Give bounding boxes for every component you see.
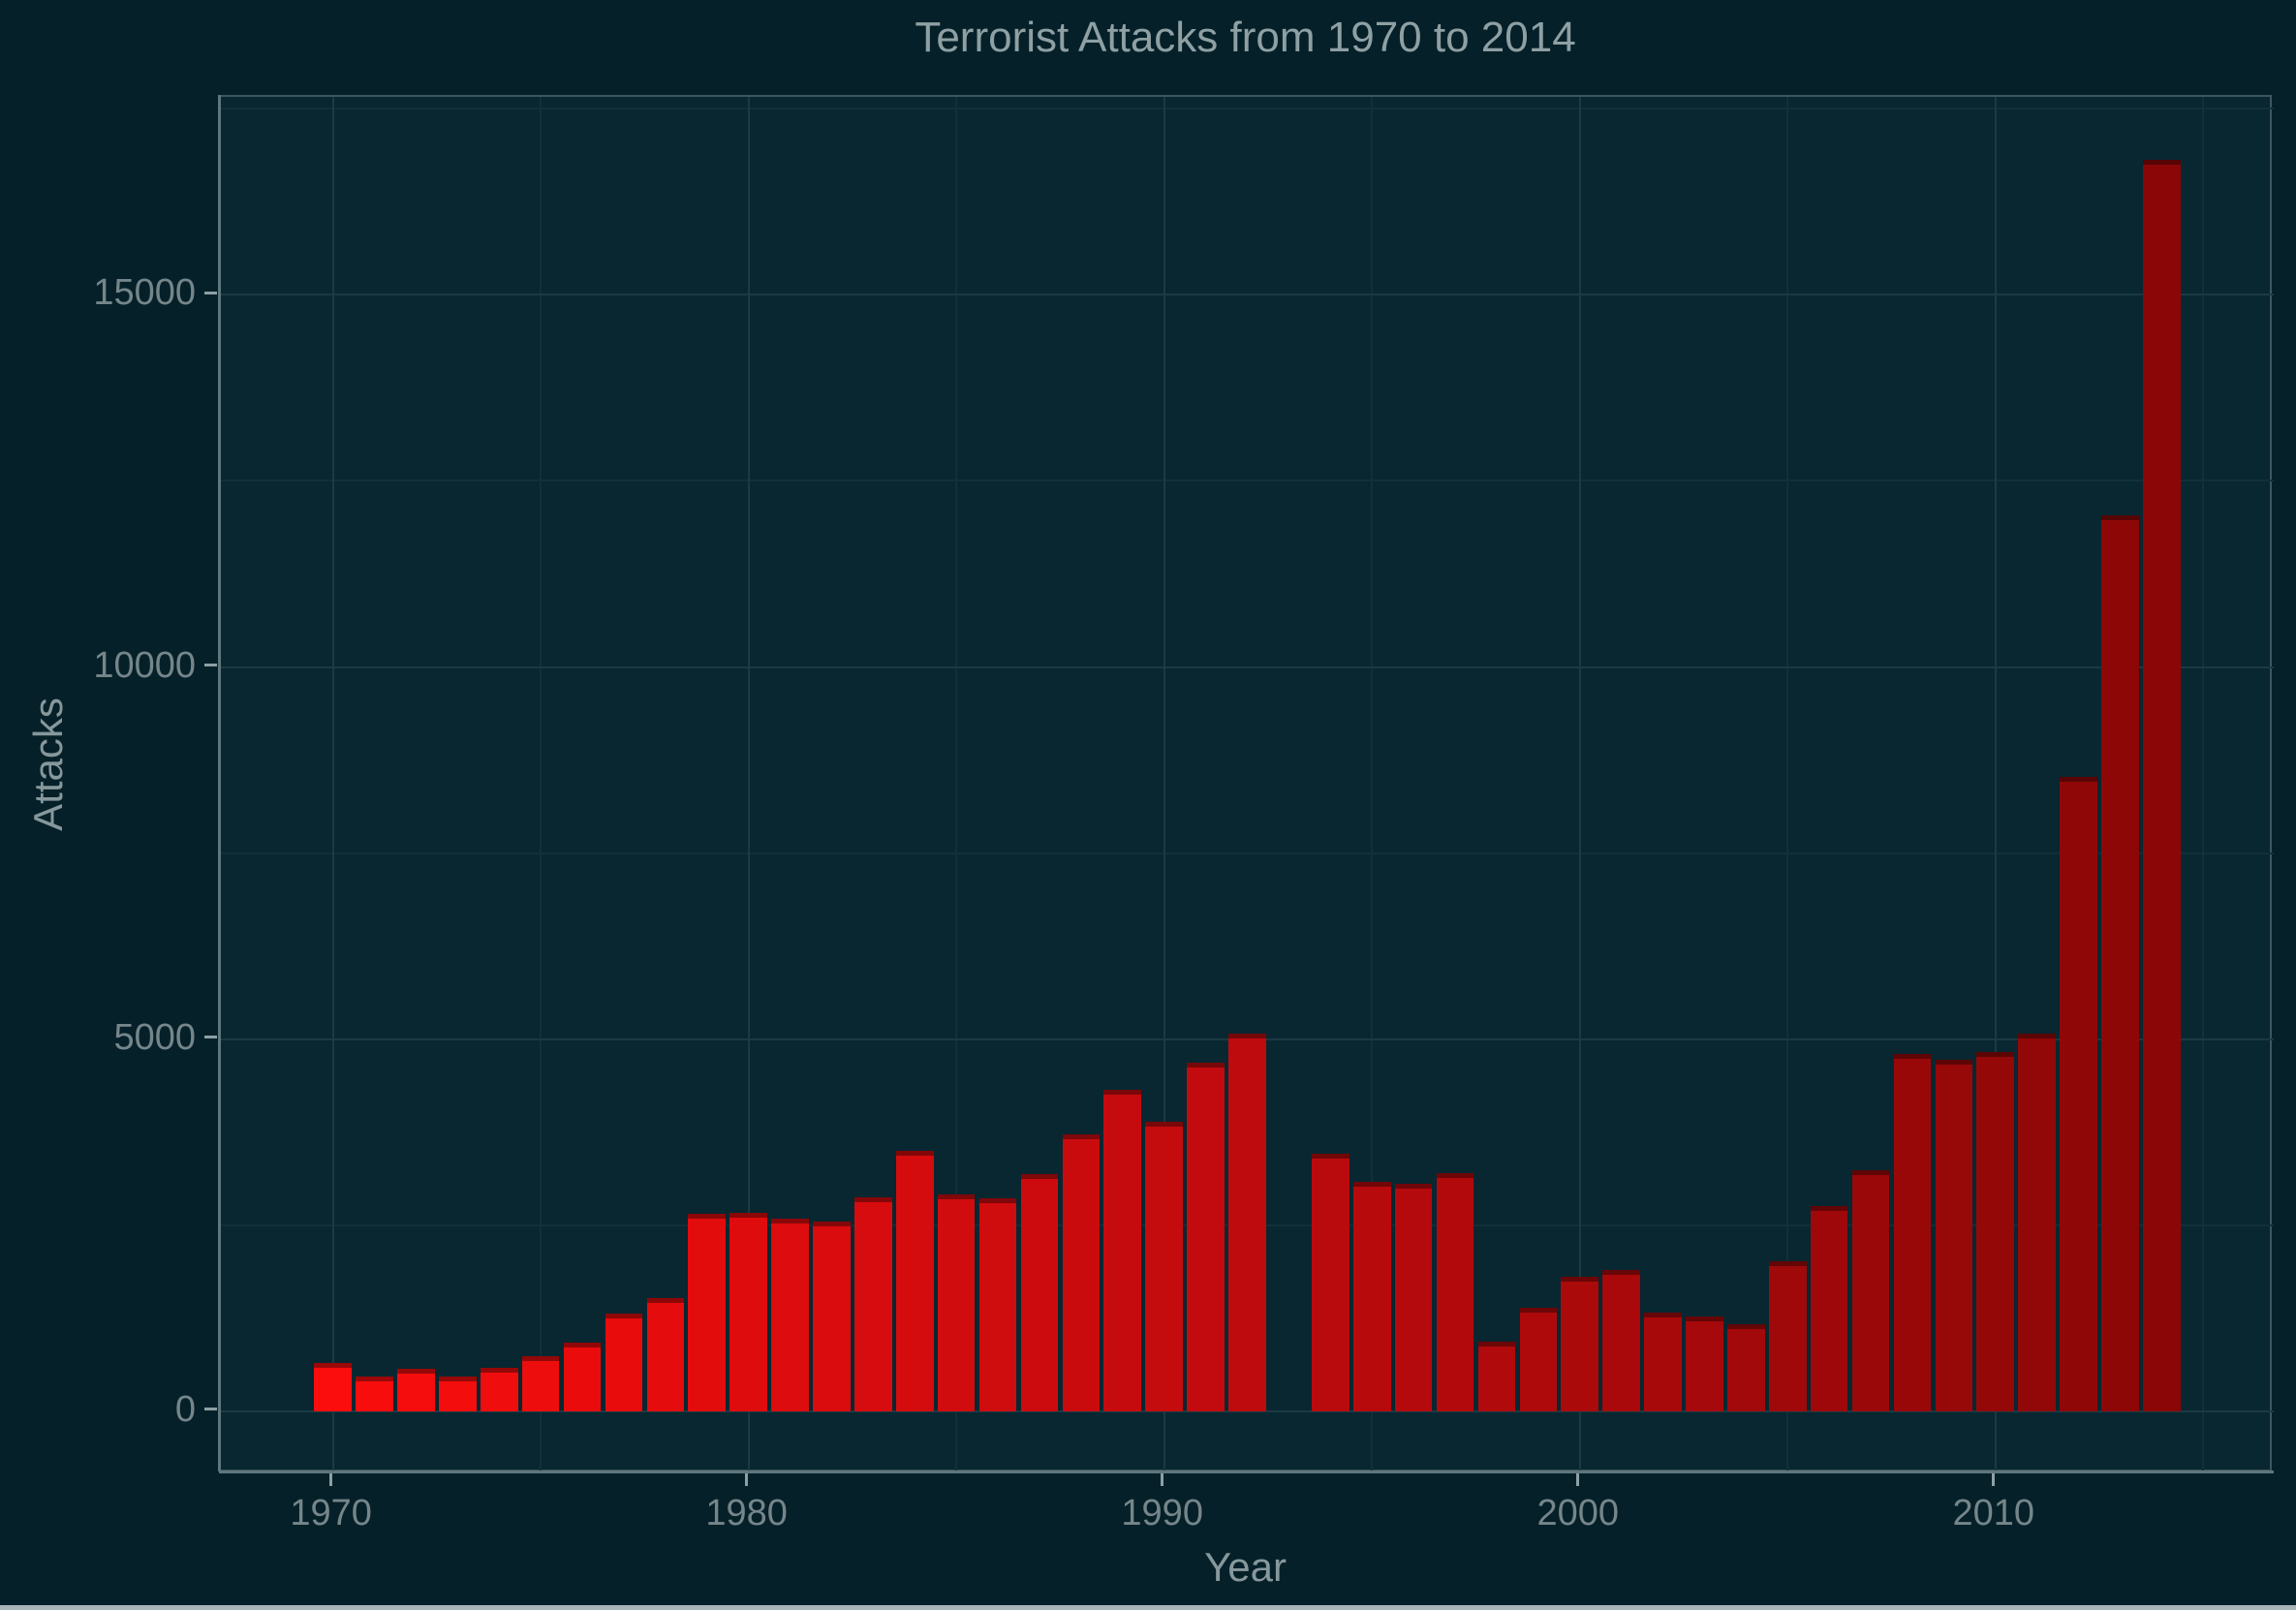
bar-1979 bbox=[688, 1213, 727, 1411]
bar-1985 bbox=[937, 1193, 976, 1411]
x-gridline-major bbox=[1578, 97, 1581, 1473]
y-gridline-minor bbox=[221, 851, 2274, 854]
bar-1986 bbox=[978, 1198, 1017, 1411]
y-tick-label: 5000 bbox=[113, 1016, 196, 1058]
bar-1999 bbox=[1519, 1307, 1558, 1411]
bar-1981 bbox=[771, 1219, 809, 1411]
bar-2010 bbox=[1976, 1052, 2015, 1411]
bar-2003 bbox=[1686, 1316, 1723, 1411]
bar-2014 bbox=[2143, 159, 2181, 1411]
window-bottom-edge bbox=[0, 1605, 2296, 1610]
x-tick-mark bbox=[745, 1473, 749, 1486]
y-tick-mark bbox=[204, 1408, 217, 1411]
x-tick-mark bbox=[1992, 1473, 1996, 1486]
x-tick-label: 2000 bbox=[1536, 1493, 1619, 1533]
bar-2009 bbox=[1935, 1060, 1973, 1411]
bar-2004 bbox=[1727, 1324, 1765, 1411]
y-tick-mark bbox=[204, 664, 217, 667]
bar-2008 bbox=[1893, 1053, 1932, 1411]
bar-2012 bbox=[2060, 777, 2097, 1411]
y-tick-mark bbox=[204, 1036, 217, 1039]
bar-1987 bbox=[1020, 1174, 1059, 1411]
bar-2013 bbox=[2101, 515, 2139, 1411]
x-tick-label: 1970 bbox=[290, 1493, 372, 1533]
bar-1983 bbox=[854, 1197, 892, 1411]
bar-1984 bbox=[895, 1151, 934, 1411]
x-tick-mark bbox=[1161, 1473, 1164, 1486]
bar-1994 bbox=[1312, 1154, 1350, 1411]
bar-1982 bbox=[813, 1222, 851, 1411]
bar-1989 bbox=[1103, 1089, 1142, 1411]
y-gridline-major bbox=[221, 1409, 2274, 1412]
bar-1975 bbox=[521, 1356, 560, 1411]
y-gridline-major bbox=[221, 294, 2274, 296]
bar-1976 bbox=[563, 1343, 602, 1411]
bar-2001 bbox=[1602, 1269, 1640, 1411]
x-tick-label: 1990 bbox=[1121, 1493, 1203, 1533]
x-tick-mark bbox=[329, 1473, 333, 1486]
y-tick-label: 0 bbox=[174, 1388, 196, 1430]
x-tick-label: 1980 bbox=[705, 1493, 788, 1533]
chart-title: Terrorist Attacks from 1970 to 2014 bbox=[915, 14, 1576, 61]
y-tick-label: 15000 bbox=[93, 272, 196, 314]
bar-1973 bbox=[439, 1376, 477, 1411]
x-tick-label: 2010 bbox=[1952, 1493, 2035, 1533]
bar-1971 bbox=[356, 1376, 393, 1411]
x-gridline-major bbox=[1994, 97, 1997, 1473]
bar-1972 bbox=[397, 1369, 435, 1411]
bar-1977 bbox=[605, 1313, 643, 1411]
bar-1978 bbox=[646, 1297, 685, 1411]
y-gridline-minor bbox=[221, 480, 2274, 482]
bar-2005 bbox=[1768, 1260, 1807, 1411]
y-tick-label: 10000 bbox=[93, 644, 196, 686]
bar-2006 bbox=[1810, 1206, 1848, 1411]
x-gridline-minor bbox=[1371, 97, 1374, 1473]
x-axis-line bbox=[219, 1471, 2274, 1473]
bar-2002 bbox=[1644, 1312, 1682, 1411]
bar-1995 bbox=[1352, 1182, 1391, 1411]
bar-1996 bbox=[1394, 1183, 1433, 1411]
bar-1997 bbox=[1436, 1173, 1474, 1411]
bar-1988 bbox=[1062, 1134, 1101, 1411]
y-gridline-minor bbox=[221, 108, 2274, 110]
x-tick-mark bbox=[1576, 1473, 1580, 1486]
x-axis-title: Year bbox=[1204, 1544, 1287, 1590]
bar-1998 bbox=[1477, 1342, 1516, 1411]
x-gridline-minor bbox=[1786, 97, 1789, 1473]
x-gridline-minor bbox=[955, 97, 958, 1473]
plot-panel bbox=[219, 95, 2274, 1473]
x-gridline-major bbox=[1163, 97, 1165, 1473]
x-gridline-major bbox=[331, 97, 334, 1473]
x-gridline-major bbox=[747, 97, 750, 1473]
bar-2007 bbox=[1851, 1169, 1890, 1411]
y-tick-mark bbox=[204, 291, 217, 294]
x-gridline-minor bbox=[2202, 97, 2205, 1473]
y-axis-title: Attacks bbox=[25, 697, 71, 831]
bar-1980 bbox=[729, 1213, 767, 1411]
bar-1991 bbox=[1187, 1063, 1225, 1411]
bar-1990 bbox=[1145, 1122, 1183, 1411]
bar-2000 bbox=[1561, 1276, 1599, 1411]
bar-1970 bbox=[314, 1362, 352, 1411]
y-axis-line bbox=[218, 95, 221, 1471]
bar-2011 bbox=[2018, 1033, 2056, 1411]
y-gridline-major bbox=[221, 666, 2274, 668]
bar-1992 bbox=[1228, 1034, 1266, 1411]
x-gridline-minor bbox=[540, 97, 543, 1473]
bar-1974 bbox=[480, 1368, 518, 1411]
